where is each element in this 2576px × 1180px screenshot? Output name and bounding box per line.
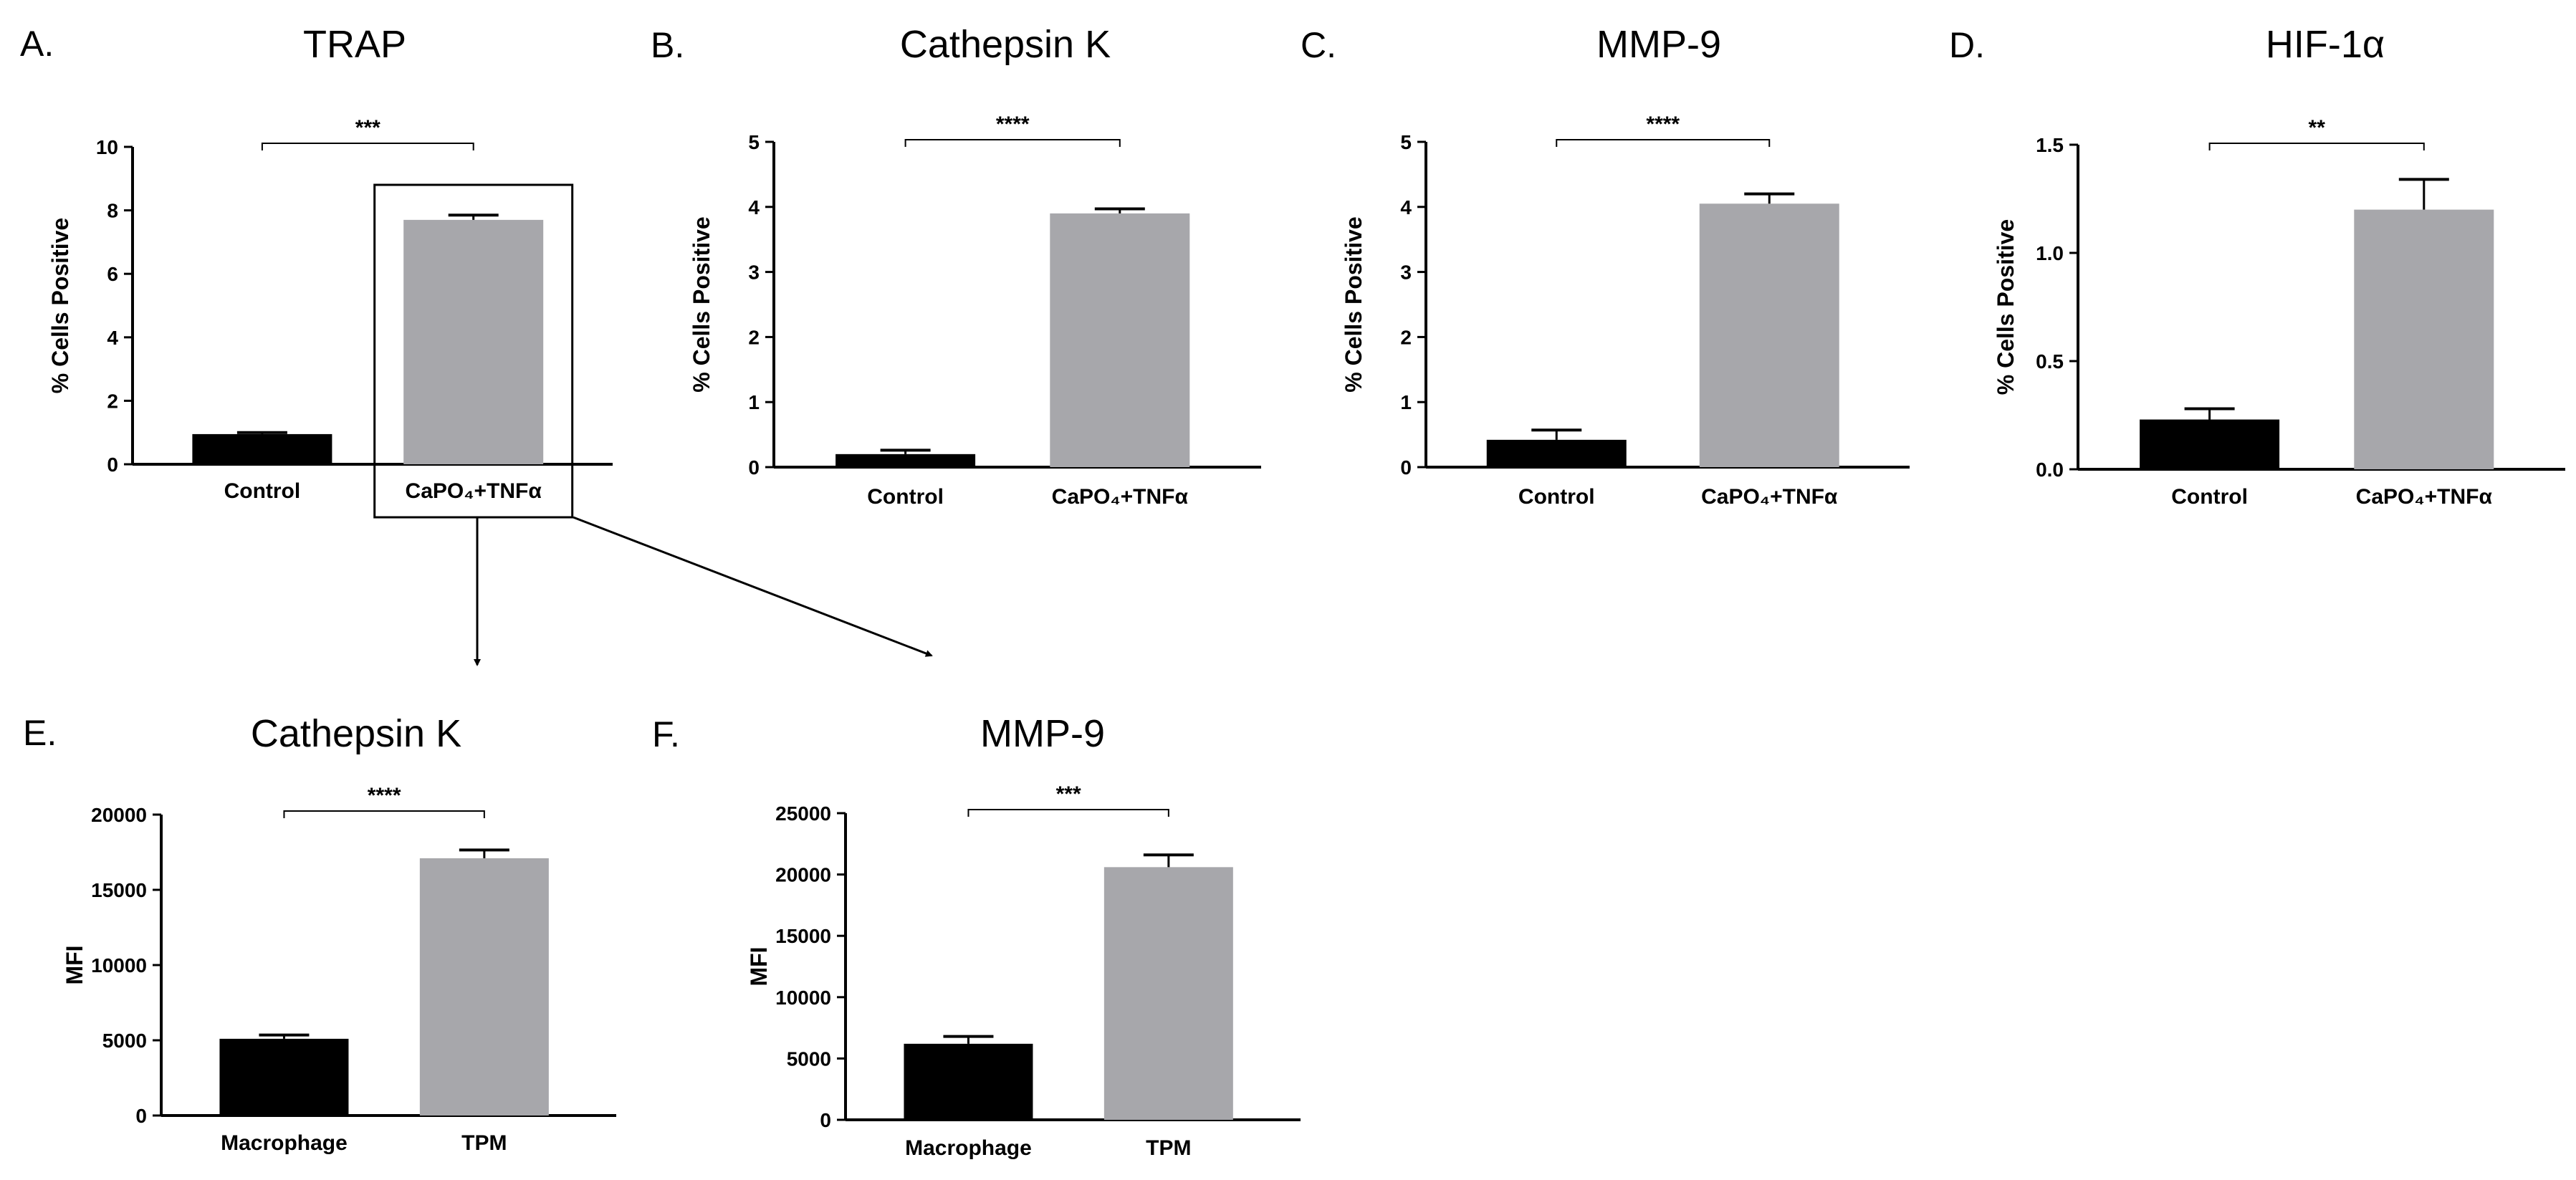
y-tick-label: 0 (1400, 456, 1412, 479)
significance-bracket (904, 139, 1121, 147)
arrow-to-panel-f (573, 516, 933, 657)
x-tick-label: TPM (461, 1131, 507, 1155)
x-tick-label: Control (1518, 485, 1595, 509)
y-tick-label: 10 (96, 136, 118, 158)
x-tick-label: CaPO₄+TNFα (2356, 485, 2493, 509)
y-tick-label: 4 (107, 327, 118, 349)
y-tick-label: 10000 (91, 954, 147, 977)
y-axis-label: % Cells Positive (689, 216, 714, 392)
highlight-box (373, 183, 574, 519)
panel-letter: A. (20, 24, 54, 64)
panel-letter: C. (1301, 25, 1336, 65)
panel-letter: B. (651, 25, 684, 65)
bar-treated (1050, 213, 1190, 467)
overlay-layer (373, 183, 933, 666)
significance-bracket (283, 810, 485, 818)
chart-title: MMP-9 (1596, 23, 1721, 66)
bar-treated (419, 858, 549, 1116)
x-tick-label: Macrophage (221, 1131, 348, 1155)
x-tick-label: CaPO₄+TNFα (1701, 485, 1838, 509)
y-tick-label: 8 (107, 200, 118, 222)
y-tick-label: 5 (748, 131, 760, 153)
y-tick-label: 4 (748, 196, 760, 219)
y-tick-label: 25000 (775, 802, 831, 825)
y-tick-label: 20000 (91, 804, 147, 826)
y-tick-label: 5000 (787, 1047, 831, 1070)
y-tick-label: 3 (1400, 262, 1412, 284)
bar-control (835, 454, 976, 467)
y-tick-label: 15000 (91, 879, 147, 901)
x-tick-label: Control (867, 485, 944, 509)
y-tick-label: 1 (748, 391, 760, 413)
chart-title: Cathepsin K (900, 23, 1111, 66)
y-tick-label: 1.5 (2036, 134, 2064, 156)
bar-treated (1699, 203, 1839, 467)
y-tick-label: 3 (748, 262, 760, 284)
significance-stars: **** (1646, 112, 1680, 136)
chart-title: MMP-9 (980, 712, 1105, 755)
y-tick-label: 0 (135, 1105, 147, 1127)
chart-panel-b: B. Cathepsin K 0 1 2 3 4 5 % Cells Positive Contr… (651, 23, 1261, 509)
significance-stars: **** (996, 112, 1030, 136)
x-tick-label: Control (224, 479, 301, 503)
y-tick-label: 0 (820, 1109, 831, 1131)
x-tick-label: CaPO₄+TNFα (406, 479, 542, 503)
chart-panel-c: C. MMP-9 0 1 2 3 4 5 % Cells Positive Control CaPO… (1301, 23, 1910, 509)
chart-panel-f: F. MMP-9 0 5000 10000 15000 20000 25000 MFI Macro… (652, 712, 1301, 1160)
y-tick-label: 0.5 (2036, 350, 2064, 373)
significance-stars: ** (2309, 116, 2326, 140)
y-tick-label: 2 (107, 390, 118, 412)
y-tick-label: 1 (1400, 391, 1412, 413)
y-tick-label: 0.0 (2036, 459, 2064, 481)
y-tick-label: 15000 (775, 925, 831, 947)
significance-bracket (1556, 139, 1771, 147)
significance-stars: *** (1056, 782, 1081, 806)
panel-letter: D. (1949, 25, 1985, 65)
x-tick-label: CaPO₄+TNFα (1052, 485, 1189, 509)
significance-bracket (261, 143, 474, 150)
bar-treated (403, 219, 544, 464)
y-axis-label: % Cells Positive (1341, 216, 1366, 392)
y-tick-label: 5 (1400, 131, 1412, 153)
chart-title: TRAP (303, 23, 406, 66)
bar-control (904, 1043, 1033, 1120)
y-tick-label: 20000 (775, 864, 831, 886)
x-tick-label: TPM (1146, 1136, 1191, 1160)
significance-stars: **** (368, 784, 401, 807)
y-tick-label: 6 (107, 263, 118, 285)
y-tick-label: 2 (748, 326, 760, 348)
y-axis-label: MFI (62, 945, 87, 984)
bar-control (192, 433, 332, 464)
y-axis-label: % Cells Positive (1993, 219, 2019, 395)
significance-bracket (2208, 143, 2425, 150)
bar-control (1486, 439, 1627, 467)
chart-panel-a: A. TRAP 0 2 4 6 8 10 % Cells Positive Control CaPO… (20, 23, 613, 503)
y-tick-label: 1.0 (2036, 242, 2064, 264)
panel-letter: E. (23, 713, 57, 753)
y-axis-label: % Cells Positive (47, 218, 73, 393)
panel-letter: F. (652, 714, 680, 754)
y-tick-label: 4 (1400, 196, 1412, 219)
y-tick-label: 2 (1400, 326, 1412, 348)
significance-stars: *** (355, 116, 380, 140)
chart-panel-d: D. HIF-1α 0.0 0.5 1.0 1.5 % Cells Positive Cont… (1949, 23, 2565, 509)
y-tick-label: 0 (748, 456, 760, 479)
chart-panel-e: E. Cathepsin K 0 5000 10000 15000 20000 MFI Macr… (23, 712, 616, 1155)
bar-treated (1103, 867, 1233, 1120)
x-tick-label: Control (2171, 485, 2248, 509)
bar-treated (2354, 209, 2494, 469)
y-axis-label: MFI (746, 946, 772, 986)
significance-bracket (967, 809, 1169, 817)
chart-title: Cathepsin K (251, 712, 461, 755)
y-tick-label: 5000 (102, 1030, 147, 1052)
x-tick-label: Macrophage (905, 1136, 1032, 1160)
bar-control (2140, 419, 2280, 469)
chart-title: HIF-1α (2266, 23, 2385, 66)
y-tick-label: 10000 (775, 987, 831, 1009)
bar-control (219, 1038, 349, 1116)
y-tick-label: 0 (107, 454, 118, 476)
